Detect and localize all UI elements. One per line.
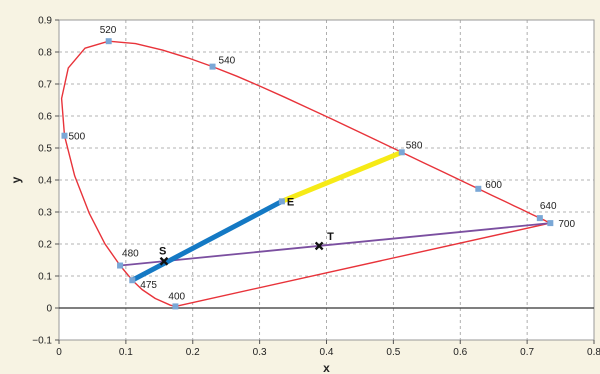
wavelength-label: 700: [558, 219, 575, 230]
y-tick-label: 0.7: [38, 80, 52, 91]
x-axis-title: x: [323, 361, 330, 374]
x-tick-label: 0.6: [453, 347, 467, 358]
y-tick-label: 0.4: [38, 176, 52, 187]
point-marker-t: [314, 241, 324, 251]
point-label-s: S: [159, 245, 166, 257]
x-tick-label: 0.3: [253, 347, 267, 358]
x-tick-label: 0: [56, 347, 62, 358]
x-tick-label: 0.1: [119, 347, 133, 358]
wavelength-label: 640: [540, 201, 557, 212]
point-label-t: T: [327, 231, 334, 243]
y-tick-label: 0.3: [38, 208, 52, 219]
y-axis-title: y: [9, 176, 23, 183]
wavelength-marker: [209, 63, 216, 70]
wavelength-marker: [117, 262, 124, 269]
wavelength-label: 540: [219, 56, 236, 67]
wavelength-label: 500: [68, 132, 85, 143]
wavelength-marker: [475, 185, 482, 192]
wavelength-marker: [105, 38, 112, 45]
wavelength-marker: [129, 277, 136, 284]
wavelength-label: 580: [406, 140, 423, 151]
y-tick-label: 0.5: [38, 144, 52, 155]
wavelength-label: 600: [485, 180, 502, 191]
y-tick-label: 0.8: [38, 48, 52, 59]
wavelength-marker: [172, 303, 179, 310]
wavelength-marker: [547, 220, 554, 227]
x-tick-label: 0.5: [386, 347, 400, 358]
gridlines: [59, 20, 594, 340]
y-tick-label: 0.6: [38, 112, 52, 123]
point-marker-e: [278, 198, 285, 205]
series-group: [60, 40, 551, 308]
wavelength-marker: [61, 132, 68, 139]
wavelength-label: 480: [122, 249, 139, 260]
wavelength-label: 520: [100, 25, 117, 36]
tick-labels: 0 0.1 0.2 0.3 0.4 0.5 0.6 0.7 0.8 −0.1 0 0.1 0.2 0.3 0…: [32, 16, 600, 359]
y-tick-label: −0.1: [32, 336, 52, 347]
wavelength-label: 400: [168, 291, 185, 302]
point-label-e: E: [287, 196, 294, 208]
wavelength-marker: [398, 149, 405, 156]
y-tick-label: 0.2: [38, 240, 52, 251]
blue-segment: [131, 199, 284, 283]
x-tick-label: 0.2: [186, 347, 200, 358]
y-tick-label: 0.9: [38, 16, 52, 27]
wavelength-label: 475: [140, 280, 157, 291]
y-tick-label: 0: [46, 304, 52, 315]
x-tick-label: 0.7: [520, 347, 534, 358]
point-marker-s: [159, 256, 169, 266]
x-tick-label: 0.8: [587, 347, 600, 358]
wavelength-marker: [536, 215, 543, 222]
yellow-segment: [280, 149, 403, 204]
x-tick-label: 0.4: [320, 347, 334, 358]
purple-line: [119, 222, 551, 267]
y-tick-label: 0.1: [38, 272, 52, 283]
